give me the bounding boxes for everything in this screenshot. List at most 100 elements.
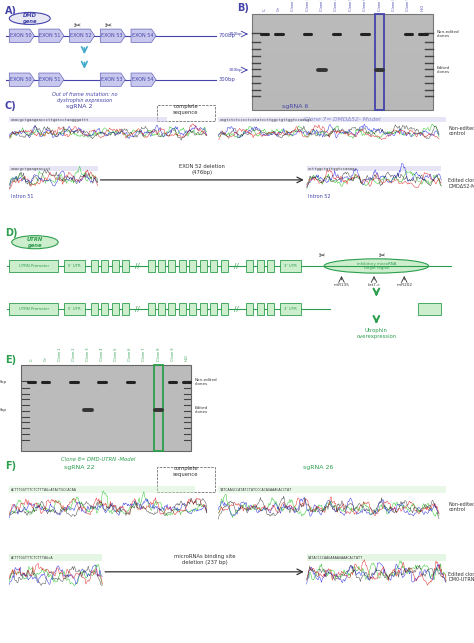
Polygon shape bbox=[39, 29, 64, 42]
Text: Clone 3: Clone 3 bbox=[320, 0, 324, 12]
FancyBboxPatch shape bbox=[158, 260, 165, 272]
Text: H₂O: H₂O bbox=[421, 5, 425, 12]
Text: Clone 5: Clone 5 bbox=[349, 0, 353, 12]
Ellipse shape bbox=[9, 12, 50, 24]
Text: Clone 1: Clone 1 bbox=[58, 348, 62, 361]
Text: Clone 4: Clone 4 bbox=[335, 0, 338, 12]
Text: Clone 6: Clone 6 bbox=[128, 348, 132, 361]
Text: Clone 7= DMDΔ52- Model: Clone 7= DMDΔ52- Model bbox=[304, 117, 381, 122]
Polygon shape bbox=[100, 73, 125, 86]
Text: C-: C- bbox=[30, 358, 34, 361]
FancyBboxPatch shape bbox=[200, 260, 207, 272]
Text: Clone 6: Clone 6 bbox=[363, 0, 367, 12]
Text: //: // bbox=[135, 306, 139, 312]
FancyBboxPatch shape bbox=[64, 260, 85, 272]
Ellipse shape bbox=[324, 259, 428, 273]
Text: Non-edited
clones: Non-edited clones bbox=[195, 377, 218, 386]
Text: EXON 54: EXON 54 bbox=[131, 77, 153, 82]
Text: EXON 52 deletion
(476bp): EXON 52 deletion (476bp) bbox=[179, 164, 225, 175]
Text: UTRN Promoter: UTRN Promoter bbox=[18, 264, 49, 268]
FancyBboxPatch shape bbox=[122, 260, 129, 272]
FancyBboxPatch shape bbox=[9, 260, 58, 272]
FancyBboxPatch shape bbox=[219, 486, 446, 493]
Text: Clone 9: Clone 9 bbox=[171, 348, 174, 361]
Text: Clone 7: Clone 7 bbox=[378, 0, 382, 12]
Text: Clone 1: Clone 1 bbox=[291, 0, 295, 12]
Text: UTRN
gene: UTRN gene bbox=[27, 237, 43, 248]
FancyBboxPatch shape bbox=[158, 303, 165, 315]
Text: Edited clone:
DMDΔ52-Model: Edited clone: DMDΔ52-Model bbox=[448, 178, 474, 189]
Text: miR202: miR202 bbox=[396, 283, 412, 287]
Text: 700bp: 700bp bbox=[219, 33, 236, 38]
Text: Clone 9: Clone 9 bbox=[406, 0, 410, 12]
Text: D): D) bbox=[5, 228, 17, 238]
FancyBboxPatch shape bbox=[91, 303, 98, 315]
FancyBboxPatch shape bbox=[200, 303, 207, 315]
Text: 700bp: 700bp bbox=[228, 32, 242, 36]
Text: EXON 53: EXON 53 bbox=[101, 77, 122, 82]
Text: B): B) bbox=[237, 3, 249, 13]
Text: 3' UTR: 3' UTR bbox=[284, 264, 297, 268]
Text: Clone 7: Clone 7 bbox=[143, 348, 146, 361]
Text: F): F) bbox=[5, 461, 16, 471]
Text: ✂: ✂ bbox=[319, 251, 325, 260]
Text: complete
sequence: complete sequence bbox=[173, 466, 199, 477]
Text: //: // bbox=[135, 264, 139, 269]
Polygon shape bbox=[131, 29, 156, 42]
Text: EXON 50: EXON 50 bbox=[10, 77, 31, 82]
FancyBboxPatch shape bbox=[257, 260, 264, 272]
Text: ✂: ✂ bbox=[105, 21, 112, 30]
FancyBboxPatch shape bbox=[246, 260, 253, 272]
Text: Clone 3: Clone 3 bbox=[86, 348, 90, 361]
Text: EXON 52: EXON 52 bbox=[70, 33, 91, 38]
Text: Clone 5: Clone 5 bbox=[114, 348, 118, 361]
Text: miR135: miR135 bbox=[334, 283, 349, 287]
Text: caacgctgaagaacccttgatcctaagggattt: caacgctgaagaacccttgatcctaagggattt bbox=[10, 118, 89, 122]
Text: complete
sequence: complete sequence bbox=[173, 104, 199, 115]
Text: Edited
clones: Edited clones bbox=[195, 406, 208, 414]
FancyBboxPatch shape bbox=[267, 303, 274, 315]
Text: Clone 2: Clone 2 bbox=[306, 0, 310, 12]
Text: Clone 8: Clone 8 bbox=[156, 348, 161, 361]
Text: C+: C+ bbox=[277, 6, 281, 12]
FancyBboxPatch shape bbox=[168, 260, 175, 272]
Text: sgRNA 2: sgRNA 2 bbox=[66, 104, 92, 109]
Text: E): E) bbox=[5, 355, 16, 365]
FancyBboxPatch shape bbox=[267, 260, 274, 272]
Text: EXON 51: EXON 51 bbox=[39, 77, 61, 82]
FancyBboxPatch shape bbox=[9, 303, 58, 315]
Text: sgRNA 6: sgRNA 6 bbox=[282, 104, 308, 109]
Polygon shape bbox=[131, 73, 156, 86]
Text: 300bp: 300bp bbox=[228, 68, 242, 72]
Text: sgRNA 26: sgRNA 26 bbox=[303, 465, 334, 470]
FancyBboxPatch shape bbox=[280, 303, 301, 315]
FancyBboxPatch shape bbox=[101, 260, 108, 272]
Polygon shape bbox=[9, 29, 34, 42]
Text: EXON 54: EXON 54 bbox=[131, 33, 153, 38]
FancyBboxPatch shape bbox=[280, 260, 301, 272]
FancyBboxPatch shape bbox=[190, 260, 196, 272]
FancyBboxPatch shape bbox=[168, 303, 175, 315]
FancyBboxPatch shape bbox=[221, 260, 228, 272]
FancyBboxPatch shape bbox=[307, 554, 446, 561]
Text: cagtctctcccctcatatccttggctgttggtccaaagc: cagtctctcccctcatatccttggctgttggtccaaagc bbox=[219, 118, 312, 122]
Text: Non-edited
control: Non-edited control bbox=[448, 502, 474, 512]
FancyBboxPatch shape bbox=[221, 303, 228, 315]
Text: caacgctgaagaaccct: caacgctgaagaaccct bbox=[10, 167, 51, 170]
FancyBboxPatch shape bbox=[179, 303, 186, 315]
FancyBboxPatch shape bbox=[111, 303, 118, 315]
Polygon shape bbox=[100, 29, 125, 42]
FancyBboxPatch shape bbox=[252, 14, 433, 110]
Text: 300bp: 300bp bbox=[219, 77, 236, 82]
Text: //: // bbox=[234, 306, 238, 312]
Text: EXON 53: EXON 53 bbox=[101, 33, 122, 38]
Text: A): A) bbox=[5, 6, 17, 17]
Text: TATCAAGCCATATCTATCCCACAGAAAGACCTAT: TATCAAGCCATATCTATCCCACAGAAAGACCTAT bbox=[219, 488, 292, 492]
Text: 5' UTR: 5' UTR bbox=[68, 264, 81, 268]
FancyBboxPatch shape bbox=[210, 260, 217, 272]
FancyBboxPatch shape bbox=[307, 166, 441, 171]
Text: 3' UTR: 3' UTR bbox=[284, 307, 297, 311]
Text: ACTTTGGTTTCTCTTTAGсA: ACTTTGGTTTCTCTTTAGсA bbox=[10, 556, 53, 559]
FancyBboxPatch shape bbox=[190, 303, 196, 315]
FancyBboxPatch shape bbox=[111, 260, 118, 272]
